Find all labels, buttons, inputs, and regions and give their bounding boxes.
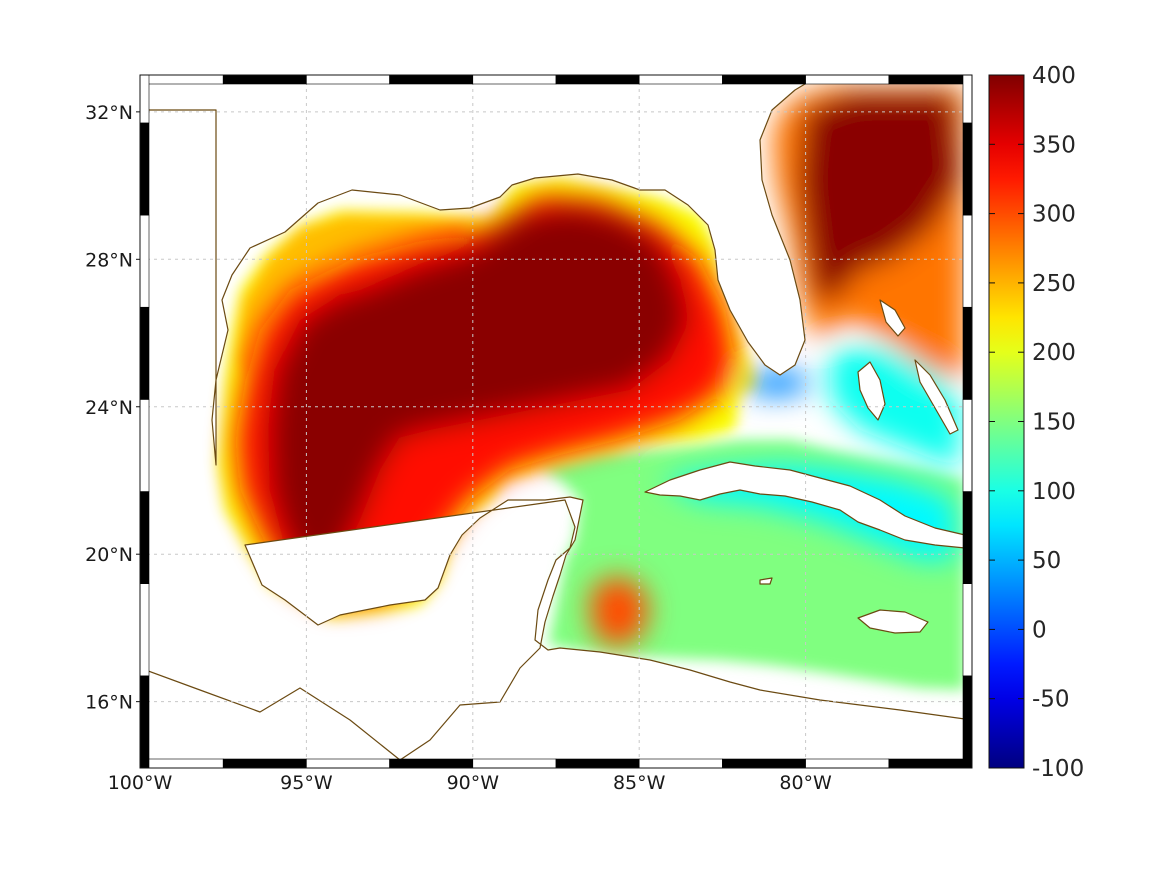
- colorbar-ticks: 400 350 300 250 200 150 100 50 0 -50 -100: [989, 63, 1084, 782]
- map-frame: [139, 74, 973, 769]
- field-region: [236, 214, 470, 380]
- frame-segment: [962, 122, 973, 216]
- lon-tick-label: 80°W: [779, 772, 832, 794]
- frame-segment: [389, 758, 474, 769]
- frame-segment: [805, 74, 890, 85]
- frame-segment: [306, 758, 390, 769]
- colorbar-tick-label: 300: [1032, 202, 1076, 228]
- coastline-gulf-coast: [140, 75, 821, 466]
- lat-tick-label: 16°N: [85, 692, 133, 714]
- frame-segment: [722, 758, 806, 769]
- frame-segment: [139, 675, 150, 769]
- frame-segment: [222, 74, 307, 85]
- frame-segment: [962, 491, 973, 584]
- frame-segment: [555, 758, 640, 769]
- colorbar-tick-label: -100: [1032, 756, 1084, 782]
- frame-segment: [306, 74, 390, 85]
- frame-segment: [139, 583, 150, 677]
- colorbar-tick-label: 250: [1032, 271, 1076, 297]
- colorbar-tick-label: 100: [1032, 479, 1076, 505]
- frame-segment: [139, 122, 150, 216]
- coastlines: [140, 75, 972, 768]
- lon-tick-label: 95°W: [280, 772, 333, 794]
- coastline-andros: [857, 361, 886, 421]
- colorbar-tick-label: 400: [1032, 63, 1076, 89]
- frame-segment: [962, 74, 973, 124]
- frame-segment: [389, 74, 474, 85]
- frame-segment: [962, 583, 973, 677]
- frame-segment: [962, 214, 973, 308]
- frame-segment: [139, 74, 150, 124]
- frame-segment: [638, 74, 723, 85]
- map-frame-outline: [139, 74, 973, 769]
- colorbar-tick-label: -50: [1032, 687, 1070, 713]
- frame-segment: [805, 758, 890, 769]
- frame-segment: [555, 74, 640, 85]
- longitude-tick-labels: 100°W 95°W 90°W 85°W 80°W: [108, 772, 832, 794]
- lon-tick-label: 85°W: [613, 772, 666, 794]
- field-region: [798, 92, 962, 300]
- coastline-eleuthera: [914, 359, 959, 435]
- lat-tick-label: 24°N: [85, 397, 133, 419]
- frame-segment: [888, 758, 973, 769]
- coastline-abaco: [879, 299, 906, 337]
- field-region: [590, 575, 650, 648]
- frame-segment: [139, 491, 150, 584]
- frame-segment: [962, 306, 973, 400]
- grid: [140, 75, 972, 768]
- frame-segment: [962, 399, 973, 492]
- coastline-jamaica: [857, 609, 929, 634]
- frame-segment: [139, 74, 224, 85]
- frame-segment: [472, 74, 557, 85]
- lat-tick-label: 32°N: [85, 102, 133, 124]
- frame-segment: [139, 214, 150, 308]
- colorbar-tick-label: 350: [1032, 132, 1076, 158]
- frame-segment: [722, 74, 806, 85]
- frame-segment: [888, 74, 973, 85]
- field-region: [350, 205, 690, 440]
- colorbar-tick-label: 200: [1032, 340, 1076, 366]
- field-region: [742, 370, 812, 396]
- colorbar-tick-label: 0: [1032, 617, 1047, 643]
- lon-tick-label: 100°W: [108, 772, 173, 794]
- frame-segment: [222, 758, 307, 769]
- frame-segment: [472, 758, 557, 769]
- lon-tick-label: 90°W: [447, 772, 500, 794]
- frame-segment: [962, 675, 973, 769]
- coastline-cuba: [644, 461, 966, 549]
- frame-segment: [139, 306, 150, 400]
- frame-segment: [638, 758, 723, 769]
- lat-tick-label: 20°N: [85, 544, 133, 566]
- frame-segment: [139, 758, 224, 769]
- latitude-tick-labels: 32°N 28°N 24°N 20°N 16°N: [85, 102, 140, 714]
- colorbar-tick-label: 50: [1032, 548, 1061, 574]
- lat-tick-label: 28°N: [85, 249, 133, 271]
- colorbar-tick-label: 150: [1032, 410, 1076, 436]
- coastline-cayman: [759, 577, 773, 585]
- frame-segment: [139, 399, 150, 492]
